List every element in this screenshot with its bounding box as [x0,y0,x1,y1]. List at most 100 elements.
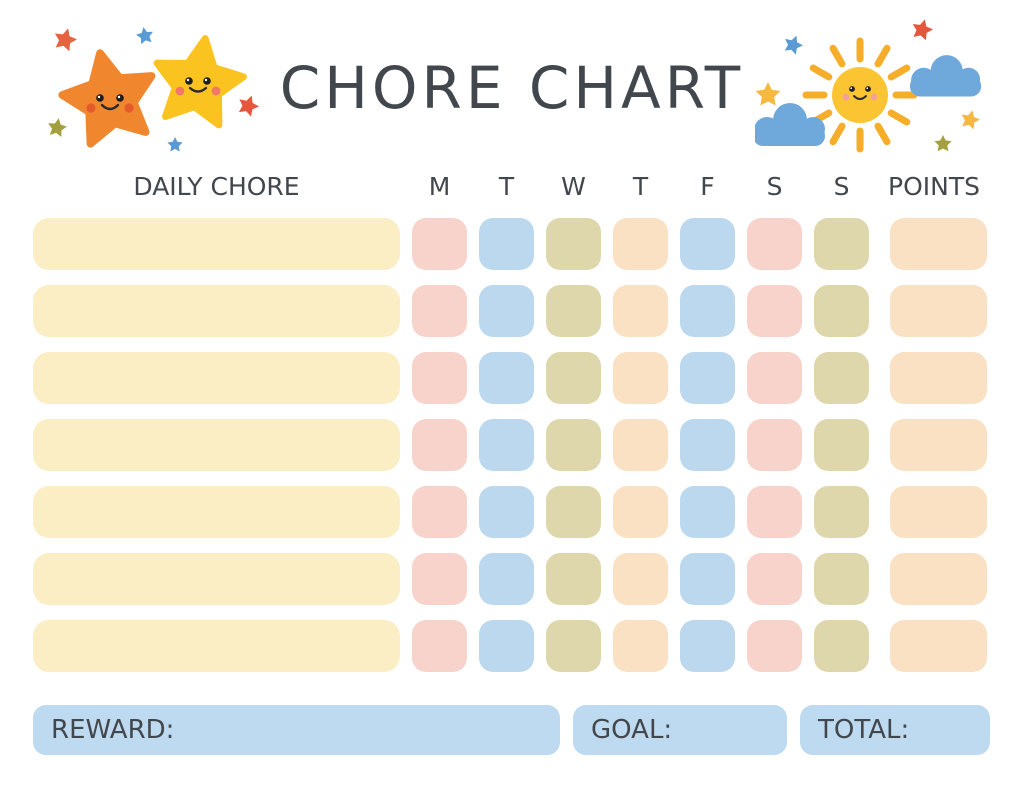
column-header-daily-chore: DAILY CHORE [133,172,300,201]
day-cell-r7-sat[interactable] [747,620,802,672]
day-cell-r4-fri[interactable] [680,419,735,471]
chore-name-cell-r5[interactable] [33,486,400,538]
day-cell-r7-mon[interactable] [412,620,467,672]
column-headers: DAILY CHORE M T W T F S S POINTS [33,172,999,202]
sparkle-star-icon [235,92,260,118]
chore-name-cell-r1[interactable] [33,218,400,270]
column-header-friday: F [700,172,715,201]
points-cell-r7[interactable] [890,620,987,672]
day-cell-r1-thu[interactable] [613,218,668,270]
points-cell-r2[interactable] [890,285,987,337]
day-cell-r1-sat[interactable] [747,218,802,270]
day-cell-r5-mon[interactable] [412,486,467,538]
day-cell-r5-sat[interactable] [747,486,802,538]
day-cell-r6-fri[interactable] [680,553,735,605]
day-cell-r7-tue[interactable] [479,620,534,672]
day-cell-r2-wed[interactable] [546,285,601,337]
day-cell-r6-sun[interactable] [814,553,869,605]
day-cell-r1-mon[interactable] [412,218,467,270]
day-cell-r2-tue[interactable] [479,285,534,337]
day-cell-r5-thu[interactable] [613,486,668,538]
sparkle-star-icon [46,116,69,138]
column-header-thursday: T [632,172,649,201]
day-cell-r4-sun[interactable] [814,419,869,471]
points-cell-r3[interactable] [890,352,987,404]
day-cell-r6-thu[interactable] [613,553,668,605]
day-cell-r7-sun[interactable] [814,620,869,672]
day-cell-r3-fri[interactable] [680,352,735,404]
sparkle-star-icon [909,18,935,42]
points-cell-r4[interactable] [890,419,987,471]
sun-icon [802,37,918,153]
points-cell-r1[interactable] [890,218,987,270]
column-header-tuesday: T [498,172,515,201]
day-cell-r4-mon[interactable] [412,419,467,471]
reward-box[interactable]: REWARD: [33,705,560,755]
day-cell-r2-sun[interactable] [814,285,869,337]
day-cell-r2-sat[interactable] [747,285,802,337]
day-cell-r3-sun[interactable] [814,352,869,404]
sparkle-star-icon [755,82,781,106]
goal-label: GOAL: [591,715,673,745]
day-cell-r3-thu[interactable] [613,352,668,404]
day-cell-r4-tue[interactable] [479,419,534,471]
sparkle-star-icon [958,107,982,131]
day-cell-r4-thu[interactable] [613,419,668,471]
day-cell-r5-sun[interactable] [814,486,869,538]
day-cell-r3-mon[interactable] [412,352,467,404]
day-cell-r1-wed[interactable] [546,218,601,270]
page-title: CHORE CHART [279,54,745,122]
chore-name-cell-r6[interactable] [33,553,400,605]
day-cell-r7-fri[interactable] [680,620,735,672]
day-cell-r2-fri[interactable] [680,285,735,337]
reward-label: REWARD: [51,715,175,745]
chore-name-cell-r7[interactable] [33,620,400,672]
footer: REWARD: GOAL: TOTAL: [33,705,1024,755]
day-cell-r4-wed[interactable] [546,419,601,471]
chore-name-cell-r4[interactable] [33,419,400,471]
day-cell-r3-sat[interactable] [747,352,802,404]
day-cell-r3-wed[interactable] [546,352,601,404]
header: CHORE CHART [0,0,1024,172]
sparkle-star-icon [51,25,80,53]
day-cell-r5-wed[interactable] [546,486,601,538]
day-cell-r5-fri[interactable] [680,486,735,538]
total-box[interactable]: TOTAL: [800,705,990,755]
chore-name-cell-r2[interactable] [33,285,400,337]
day-cell-r3-tue[interactable] [479,352,534,404]
chore-grid [33,218,999,672]
day-cell-r6-tue[interactable] [479,553,534,605]
day-cell-r1-fri[interactable] [680,218,735,270]
day-cell-r5-tue[interactable] [479,486,534,538]
cloud-icon [755,103,825,146]
points-cell-r6[interactable] [890,553,987,605]
cloud-icon [909,55,982,97]
stars-decoration [30,18,260,168]
day-cell-r7-thu[interactable] [613,620,668,672]
column-header-saturday: S [766,172,783,201]
day-cell-r6-wed[interactable] [546,553,601,605]
goal-box[interactable]: GOAL: [573,705,787,755]
day-cell-r1-tue[interactable] [479,218,534,270]
sparkle-star-icon [167,137,183,152]
day-cell-r4-sat[interactable] [747,419,802,471]
day-cell-r2-mon[interactable] [412,285,467,337]
sun-clouds-decoration [755,18,982,153]
chore-name-cell-r3[interactable] [33,352,400,404]
sparkle-star-icon [934,135,952,152]
sparkle-star-icon [135,25,155,45]
column-header-wednesday: W [561,172,586,201]
orange-star-icon [55,44,162,148]
day-cell-r2-thu[interactable] [613,285,668,337]
day-cell-r6-sat[interactable] [747,553,802,605]
day-cell-r1-sun[interactable] [814,218,869,270]
total-label: TOTAL: [818,715,910,745]
column-header-monday: M [428,172,451,201]
sparkle-star-icon [781,32,806,56]
yellow-star-icon [149,32,248,128]
day-cell-r7-wed[interactable] [546,620,601,672]
points-cell-r5[interactable] [890,486,987,538]
day-cell-r6-mon[interactable] [412,553,467,605]
column-header-points: POINTS [888,172,980,201]
